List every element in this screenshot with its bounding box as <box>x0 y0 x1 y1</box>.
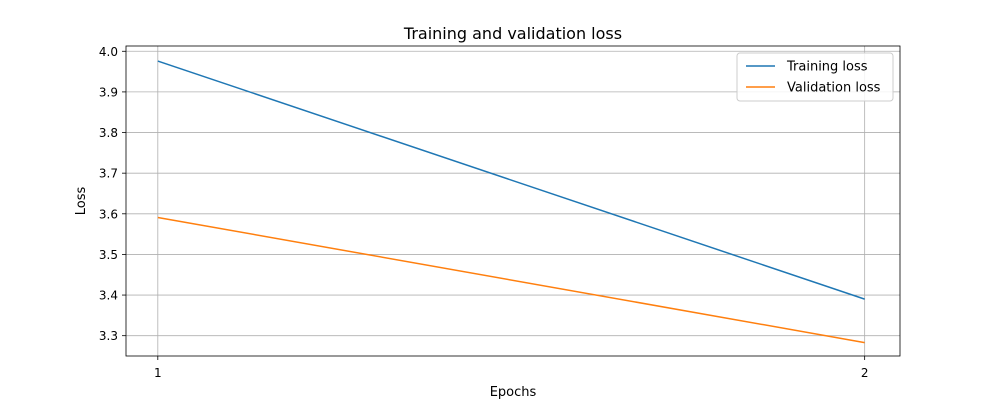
series-line <box>157 216 865 344</box>
axis-ticks: 1 2 3.3 3.4 3.5 3.6 3.7 3.8 3.9 4.0 <box>99 45 869 380</box>
legend: Training loss Validation loss <box>736 52 894 102</box>
y-tick-label: 4.0 <box>99 45 118 59</box>
x-tick-label: 2 <box>861 366 869 380</box>
y-tick-label: 3.4 <box>99 289 118 303</box>
plot-frame <box>125 45 901 357</box>
series-line <box>157 60 865 300</box>
y-axis-label: Loss <box>74 187 89 216</box>
series-lines <box>157 60 865 344</box>
chart-title: Training and validation loss <box>403 24 622 43</box>
legend-entry: Training loss <box>786 60 868 75</box>
legend-box <box>736 52 894 102</box>
legend-entry: Validation loss <box>787 81 881 96</box>
y-tick-label: 3.8 <box>99 126 118 140</box>
y-tick-label: 3.7 <box>99 167 118 181</box>
y-tick-label: 3.9 <box>99 85 118 99</box>
grid <box>126 46 900 356</box>
y-tick-label: 3.3 <box>99 329 118 343</box>
x-axis-label: Epochs <box>490 385 537 400</box>
y-tick-label: 3.5 <box>99 248 118 262</box>
x-tick-label: 1 <box>154 366 162 380</box>
y-tick-label: 3.6 <box>99 207 118 221</box>
